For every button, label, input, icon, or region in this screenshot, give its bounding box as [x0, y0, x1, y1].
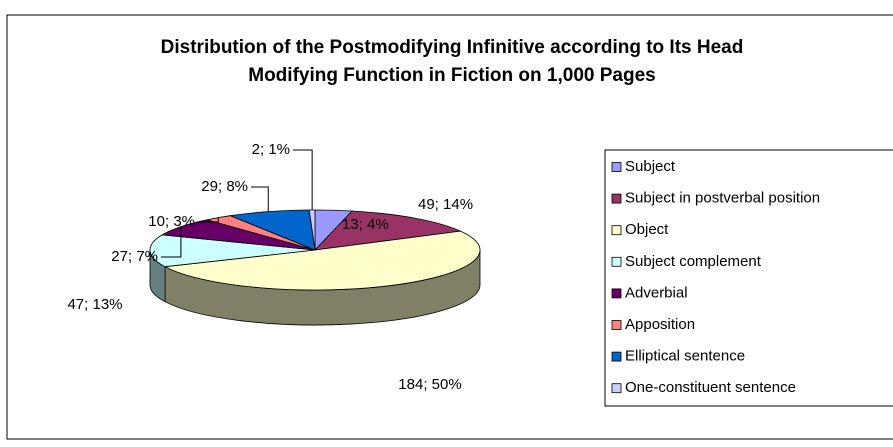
- data-label: 13; 4%: [342, 216, 389, 233]
- leader-line: [198, 217, 219, 223]
- legend-swatch: [611, 288, 622, 299]
- legend-swatch: [611, 320, 622, 330]
- leader-line: [251, 186, 269, 212]
- legend-box: [604, 149, 893, 407]
- legend-swatch: [611, 193, 622, 204]
- legend-swatch: [611, 351, 622, 362]
- legend-label: One-constituent sentence: [625, 379, 796, 396]
- legend-label: Subject complement: [625, 253, 762, 270]
- legend-label: Subject in postverbal position: [625, 190, 820, 207]
- legend-label: Subject: [625, 158, 676, 175]
- data-label: 29; 8%: [201, 178, 248, 195]
- slice: [313, 210, 462, 251]
- slice-top: [313, 210, 462, 251]
- data-label: 47; 13%: [67, 296, 122, 313]
- data-label: 10; 3%: [148, 213, 195, 230]
- leader-line: [293, 149, 313, 211]
- leader-line: [161, 226, 182, 258]
- legend-swatch: [611, 162, 622, 172]
- legend-swatch: [611, 225, 622, 236]
- legend-swatch: [611, 256, 622, 267]
- data-label: 27; 7%: [111, 248, 158, 265]
- slice-top: [149, 234, 316, 268]
- slice: [149, 234, 316, 303]
- legend-swatch: [611, 383, 622, 394]
- data-label: 49; 14%: [418, 196, 473, 213]
- data-label: 184; 50%: [398, 376, 461, 393]
- chart-title: Modifying Function in Fiction on 1,000 P…: [248, 65, 655, 86]
- legend-label: Elliptical sentence: [625, 348, 745, 365]
- legend-label: Apposition: [625, 316, 695, 333]
- legend-label: Object: [625, 221, 669, 238]
- data-label: 2; 1%: [252, 141, 290, 158]
- slice-top: [163, 230, 481, 291]
- legend-label: Adverbial: [625, 284, 688, 301]
- chart-title: Distribution of the Postmodifying Infini…: [161, 37, 744, 58]
